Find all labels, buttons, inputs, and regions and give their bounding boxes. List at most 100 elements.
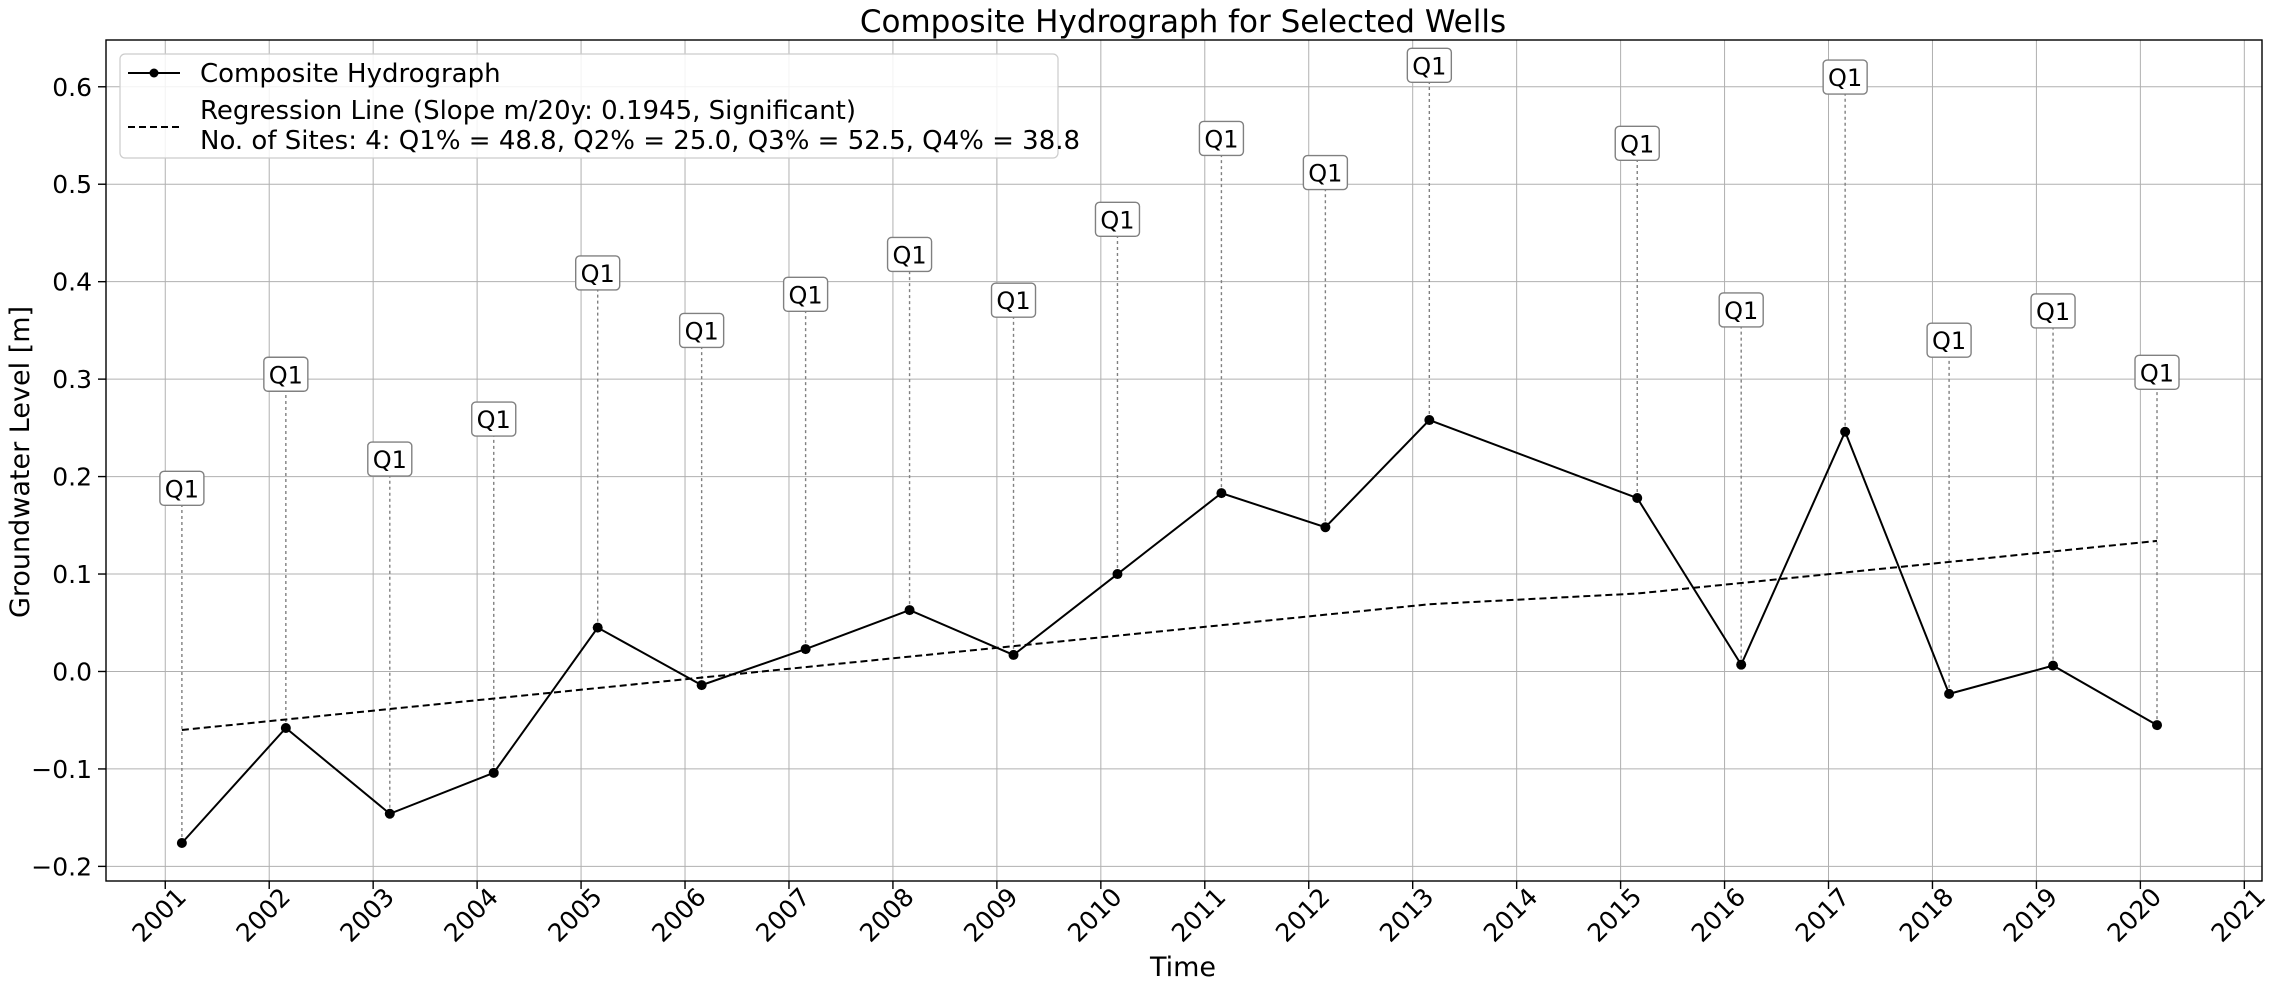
composite-data-point xyxy=(1424,415,1435,426)
y-tick-label: 0.3 xyxy=(52,365,92,394)
annotation-stems xyxy=(181,82,2158,843)
annotation-box xyxy=(1718,292,1764,328)
annotation-label: Q1 xyxy=(1412,52,1446,80)
x-tick-label: 2012 xyxy=(1270,882,1335,947)
annotation-box xyxy=(886,236,933,273)
annotation-label: Q1 xyxy=(2036,298,2070,326)
annotation-label: Q1 xyxy=(581,260,615,288)
composite-data-point xyxy=(2048,660,2059,671)
composite-data-point xyxy=(488,767,499,778)
plot-frame xyxy=(105,39,2263,882)
annotation-box xyxy=(1926,322,1972,358)
annotation-label: Q1 xyxy=(477,406,511,434)
x-tick-label: 2018 xyxy=(1894,882,1959,947)
composite-data-point xyxy=(592,622,603,633)
annotation-label: Q1 xyxy=(2140,359,2174,387)
series-layer xyxy=(176,415,2163,848)
grid xyxy=(106,40,2262,881)
y-tick-label: 0.6 xyxy=(52,73,92,102)
annotation-box xyxy=(990,282,1037,318)
x-axis-label: Time xyxy=(1149,952,1216,983)
x-tick-label: 2005 xyxy=(542,882,607,947)
x-tick-label: 2003 xyxy=(334,882,399,947)
annotation-label: Q1 xyxy=(892,241,926,269)
x-tick-label: 2004 xyxy=(438,882,503,947)
y-tick-label: 0.5 xyxy=(52,170,92,199)
x-tick-label: 2016 xyxy=(1686,882,1751,947)
composite-data-point xyxy=(1632,493,1643,504)
y-tick-label: 0.4 xyxy=(52,268,92,297)
annotation-box xyxy=(678,312,725,349)
annotation-label: Q1 xyxy=(1204,125,1238,153)
regression-line xyxy=(181,539,2158,731)
y-tick-label: 0.2 xyxy=(52,463,92,492)
composite-data-point xyxy=(1008,649,1019,660)
annotation-label: Q1 xyxy=(1828,64,1862,92)
y-tick-label: −0.1 xyxy=(31,755,92,784)
x-tick-label: 2007 xyxy=(750,882,815,947)
legend: Composite Hydrograph Regression Line (Sl… xyxy=(119,53,1080,159)
composite-data-point xyxy=(1840,426,1851,437)
annotation-label: Q1 xyxy=(1100,206,1134,234)
annotation-label: Q1 xyxy=(373,446,407,474)
annotation-label: Q1 xyxy=(996,287,1030,315)
composite-data-point xyxy=(1736,659,1747,670)
legend-entry-regression: Regression Line (Slope m/20y: 0.1945, Si… xyxy=(200,96,856,126)
legend-marker-swatch xyxy=(149,68,159,78)
annotation-box xyxy=(263,356,309,392)
y-tick-label: −0.2 xyxy=(31,852,92,881)
annotation-label: Q1 xyxy=(685,317,719,345)
composite-data-point xyxy=(1944,688,1955,699)
y-axis-label: Groundwater Level [m] xyxy=(5,306,36,618)
annotation-box xyxy=(367,441,413,477)
composite-data-point xyxy=(1112,569,1123,580)
composite-data-point xyxy=(176,837,187,848)
y-tick-label: 0.0 xyxy=(52,657,92,686)
x-tick-label: 2002 xyxy=(230,882,295,947)
y-tick-label: 0.1 xyxy=(52,560,92,589)
composite-data-point xyxy=(1216,488,1227,499)
annotation-box xyxy=(2134,354,2180,391)
composite-data-point xyxy=(280,723,291,734)
annotation-box xyxy=(471,401,517,437)
chart-title: Composite Hydrograph for Selected Wells xyxy=(860,4,1506,40)
annotation-label: Q1 xyxy=(1724,297,1758,325)
annotation-box xyxy=(159,470,205,506)
annotation-box xyxy=(1094,201,1141,238)
composite-hydrograph-line xyxy=(181,418,2158,844)
x-tick-label: 2013 xyxy=(1374,882,1439,947)
x-tick-label: 2017 xyxy=(1790,882,1855,947)
composite-data-point xyxy=(904,605,915,616)
x-tick-label: 2011 xyxy=(1166,882,1231,947)
composite-data-point xyxy=(1320,522,1331,533)
composite-data-point xyxy=(696,680,707,691)
annotation-box xyxy=(1614,125,1660,161)
x-tick-label: 2010 xyxy=(1062,882,1127,947)
annotation-layer: Q1 Q1 Q1 Q1 Q1 Q1 Q1 Q1 Q1 Q1 Q1 Q1 Q1 Q1 Q1 Q1 Q1 Q1 Q1 xyxy=(159,47,2180,506)
annotation-box xyxy=(1198,120,1245,157)
x-tick-label: 2019 xyxy=(1998,882,2063,947)
x-tick-label: 2006 xyxy=(646,882,711,947)
annotation-box xyxy=(2030,293,2076,329)
legend-entry-sites: No. of Sites: 4: Q1% = 48.8, Q2% = 25.0,… xyxy=(200,126,1080,156)
annotation-label: Q1 xyxy=(269,361,303,389)
composite-data-point xyxy=(800,644,811,655)
annotation-box xyxy=(1302,154,1349,191)
x-tick-label: 2014 xyxy=(1478,882,1543,947)
annotation-label: Q1 xyxy=(1932,327,1966,355)
x-tick-label: 2001 xyxy=(126,882,191,947)
x-tick-label: 2009 xyxy=(958,882,1023,947)
composite-data-point xyxy=(2152,720,2163,731)
annotation-box xyxy=(1406,47,1453,84)
x-tick-label: 2008 xyxy=(854,882,919,947)
x-tick-label: 2021 xyxy=(2206,882,2271,947)
legend-box xyxy=(119,53,1059,159)
annotation-label: Q1 xyxy=(1308,160,1342,188)
axis-ticks: 2001 2002 2003 2004 2005 2006 2007 2008 2009 2010… xyxy=(31,73,2271,948)
x-tick-label: 2020 xyxy=(2102,882,2167,947)
annotation-box xyxy=(782,276,829,313)
legend-entry-composite: Composite Hydrograph xyxy=(200,59,501,89)
composite-data-point xyxy=(384,808,395,819)
annotation-label: Q1 xyxy=(165,475,199,503)
